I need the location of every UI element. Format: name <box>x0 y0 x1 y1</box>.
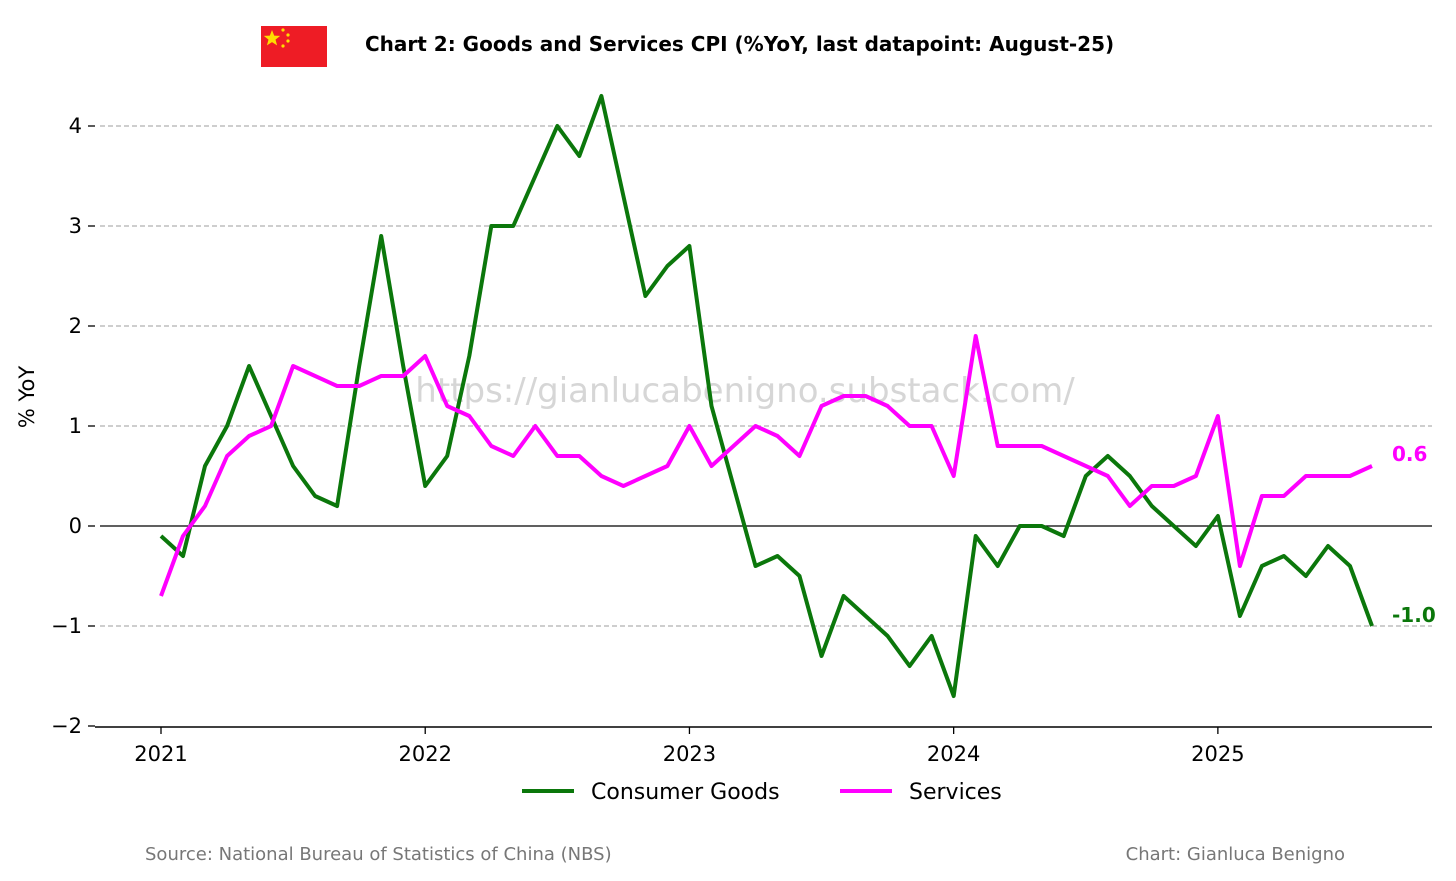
x-tick-label: 2022 <box>398 742 451 766</box>
series-line-services <box>159 334 1373 597</box>
y-tick-label: −2 <box>51 714 82 738</box>
y-tick-label: −1 <box>51 614 82 638</box>
y-tick-label: 2 <box>69 314 82 338</box>
legend-services-label: Services <box>909 780 1002 805</box>
chart-credit: Chart: Gianluca Benigno <box>1126 844 1345 865</box>
watermark: https://gianlucabenigno.substack.com/ <box>415 371 1075 411</box>
legend-goods-label: Consumer Goods <box>591 780 780 805</box>
x-tick-label: 2024 <box>927 742 980 766</box>
y-axis: −2 −1 0 1 2 3 4 <box>51 114 95 738</box>
services-end-label: 0.6 <box>1392 442 1427 466</box>
series-lines <box>159 94 1374 698</box>
x-tick-label: 2025 <box>1191 742 1244 766</box>
x-axis: 2021 2022 2023 2024 2025 <box>134 727 1245 766</box>
series-line-goods <box>159 94 1374 698</box>
chart-title: Chart 2: Goods and Services CPI (%YoY, l… <box>365 32 1114 56</box>
y-tick-label: 3 <box>69 214 82 238</box>
goods-end-label: -1.0 <box>1392 603 1436 627</box>
y-axis-label: % YoY <box>15 366 39 429</box>
x-tick-label: 2021 <box>134 742 187 766</box>
source-note: Source: National Bureau of Statistics of… <box>145 844 612 865</box>
y-tick-label: 4 <box>69 114 82 138</box>
y-tick-label: 1 <box>69 414 82 438</box>
y-tick-label: 0 <box>69 514 82 538</box>
legend: Consumer Goods Services <box>522 780 1002 805</box>
china-flag-icon <box>261 26 327 67</box>
x-tick-label: 2023 <box>663 742 716 766</box>
